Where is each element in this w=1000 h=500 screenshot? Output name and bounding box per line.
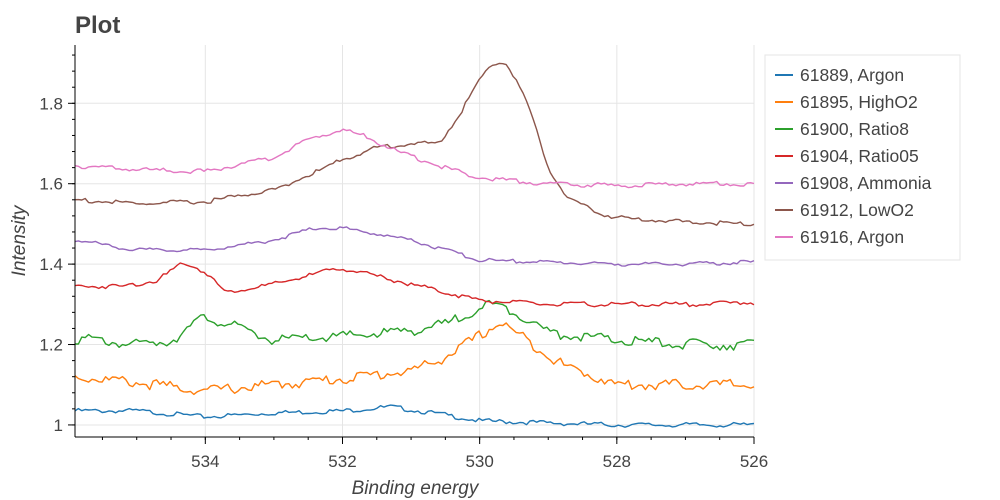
y-axis-label: Intensity xyxy=(9,204,30,276)
y-tick-label: 1 xyxy=(54,416,63,435)
axes xyxy=(74,45,754,438)
legend-label: 61912, LowO2 xyxy=(800,200,914,220)
series-line-3 xyxy=(74,262,755,308)
series-line-2 xyxy=(75,299,755,351)
legend-label: 61900, Ratio8 xyxy=(800,119,909,139)
y-tick-label: 1.6 xyxy=(39,175,63,194)
x-tick-label: 528 xyxy=(603,452,631,471)
legend-box xyxy=(764,54,961,261)
x-tick-label: 534 xyxy=(191,452,219,471)
legend-label: 61904, Ratio05 xyxy=(800,146,919,166)
series-line-4 xyxy=(74,226,755,267)
series-line-0 xyxy=(74,404,755,428)
series-line-5 xyxy=(74,62,755,227)
y-tick-label: 1.4 xyxy=(39,255,63,274)
y-tick-label: 1.2 xyxy=(39,336,63,355)
legend: 61889, Argon 61895, HighO2 61900, Ratio8 61… xyxy=(764,54,961,261)
legend-label: 61916, Argon xyxy=(800,227,904,247)
x-tick-label: 530 xyxy=(465,452,493,471)
legend-label: 61895, HighO2 xyxy=(800,92,918,112)
x-axis-ticks: 534 532 530 528 526 xyxy=(101,437,768,471)
y-tick-label: 1.8 xyxy=(39,94,63,113)
chart-title: Plot xyxy=(75,12,120,39)
legend-label: 61889, Argon xyxy=(800,65,904,85)
legend-label: 61908, Ammonia xyxy=(800,173,932,193)
series-line-6 xyxy=(74,128,755,189)
x-tick-label: 532 xyxy=(328,452,356,471)
series-line-1 xyxy=(74,322,755,396)
plot-lines xyxy=(74,62,755,428)
x-tick-label: 526 xyxy=(740,452,768,471)
grid-lines xyxy=(75,45,755,437)
y-axis-ticks: 1 1.2 1.4 1.6 1.8 xyxy=(39,54,75,435)
x-axis-label: Binding energy xyxy=(352,478,480,499)
